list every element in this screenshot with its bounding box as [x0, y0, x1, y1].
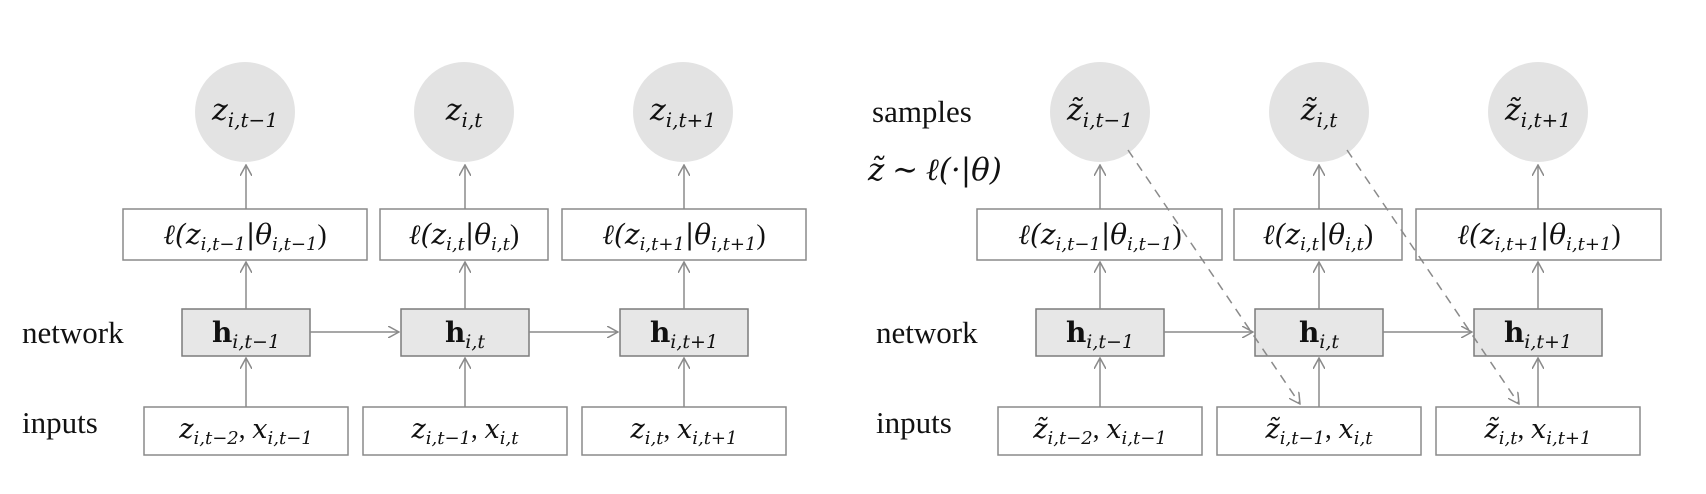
inputs-label: inputs — [22, 405, 98, 440]
likelihood-box — [122, 208, 368, 261]
hidden-state-label: hi,t−1 — [212, 316, 280, 353]
hidden-state-label: hi,t+1 — [1504, 316, 1572, 353]
output-node — [414, 62, 514, 162]
sample-node — [1050, 62, 1150, 162]
input-label: zi,t−2, xi,t−1 — [178, 414, 312, 449]
output-label: zi,t+1 — [649, 93, 716, 132]
hidden-state-label: hi,t+1 — [650, 316, 718, 353]
samples-label: samples — [872, 94, 972, 129]
likelihood-label: ℓ(zi,t|θi,t) — [409, 218, 519, 255]
sample-node — [1269, 62, 1369, 162]
hidden-state-box — [400, 308, 530, 357]
likelihood-box — [976, 208, 1223, 261]
input-box — [581, 406, 787, 456]
input-box — [1216, 406, 1422, 456]
input-label: z̃i,t, xi,t+1 — [1484, 414, 1592, 449]
network-label: network — [876, 315, 978, 350]
network-label: network — [22, 315, 124, 350]
sample-label: z̃i,t+1 — [1504, 93, 1571, 132]
hidden-state-label: hi,t−1 — [1066, 316, 1134, 353]
output-node — [195, 62, 295, 162]
likelihood-label: ℓ(zi,t−1|θi,t−1) — [1018, 218, 1181, 255]
likelihood-box — [379, 208, 549, 261]
input-label: zi,t, xi,t+1 — [630, 414, 738, 449]
input-label: z̃i,t−1, xi,t — [1265, 414, 1374, 449]
sample-feedback-arrow — [1127, 149, 1300, 404]
likelihood-label: ℓ(zi,t+1|θi,t+1) — [602, 218, 765, 255]
left-panel: network inputs zi,t−1 zi,t zi,t+1 ℓ(zi,t… — [22, 62, 807, 456]
output-label: zi,t — [445, 93, 484, 132]
output-node — [633, 62, 733, 162]
right-panel: samples z̃ ∼ ℓ(·|θ) network inputs z̃i,t… — [867, 62, 1662, 456]
sample-label: z̃i,t — [1300, 93, 1339, 132]
input-box — [997, 406, 1203, 456]
likelihood-box — [561, 208, 807, 261]
hidden-state-box — [619, 308, 749, 357]
sample-feedback-arrow — [1346, 149, 1519, 404]
hidden-state-label: hi,t — [445, 316, 485, 353]
likelihood-label: ℓ(zi,t|θi,t) — [1263, 218, 1373, 255]
likelihood-box — [1415, 208, 1662, 261]
input-box — [143, 406, 349, 456]
likelihood-label: ℓ(zi,t+1|θi,t+1) — [1457, 218, 1620, 255]
input-box — [1435, 406, 1641, 456]
inputs-label: inputs — [876, 405, 952, 440]
likelihood-label: ℓ(zi,t−1|θi,t−1) — [163, 218, 326, 255]
sample-node — [1488, 62, 1588, 162]
input-box — [362, 406, 568, 456]
input-label: z̃i,t−2, xi,t−1 — [1032, 414, 1166, 449]
hidden-state-label: hi,t — [1299, 316, 1339, 353]
likelihood-box — [1233, 208, 1403, 261]
input-label: zi,t−1, xi,t — [411, 414, 520, 449]
sample-label: z̃i,t−1 — [1066, 93, 1133, 132]
output-label: zi,t−1 — [211, 93, 278, 132]
sampling-formula: z̃ ∼ ℓ(·|θ) — [867, 152, 1002, 188]
hidden-state-box — [1473, 308, 1603, 357]
